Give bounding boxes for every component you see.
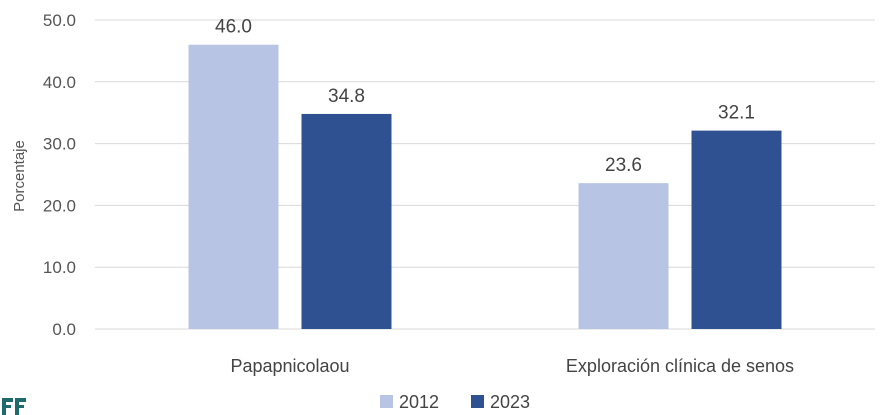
data-label: 34.8 (328, 86, 365, 107)
data-label: 46.0 (215, 17, 252, 38)
logo-fragment (0, 392, 26, 415)
y-axis-tick-labels: 0.0 10.0 20.0 30.0 40.0 50.0 (43, 11, 76, 339)
y-tick-label: 50.0 (43, 11, 76, 30)
y-tick-label: 40.0 (43, 73, 76, 92)
category-label: Papapnicolaou (230, 356, 349, 376)
legend: 2012 2023 (380, 392, 530, 412)
bar (578, 183, 669, 329)
y-tick-label: 30.0 (43, 135, 76, 154)
y-tick-label: 0.0 (52, 320, 76, 339)
data-label: 23.6 (605, 155, 642, 176)
category-label: Exploración clínica de senos (566, 356, 794, 376)
y-axis-label: Porcentaje (11, 140, 28, 212)
bar (301, 113, 392, 329)
bar (188, 44, 279, 329)
category-labels: Papapnicolaou Exploración clínica de seno… (230, 356, 794, 376)
legend-swatch (380, 395, 393, 408)
y-tick-label: 20.0 (43, 196, 76, 215)
legend-label: 2012 (399, 392, 439, 412)
legend-swatch (471, 395, 484, 408)
data-label: 32.1 (718, 103, 755, 124)
legend-label: 2023 (490, 392, 530, 412)
bar (691, 130, 782, 329)
y-tick-label: 10.0 (43, 258, 76, 277)
bars: 46.0 34.8 23.6 32.1 (188, 17, 782, 329)
